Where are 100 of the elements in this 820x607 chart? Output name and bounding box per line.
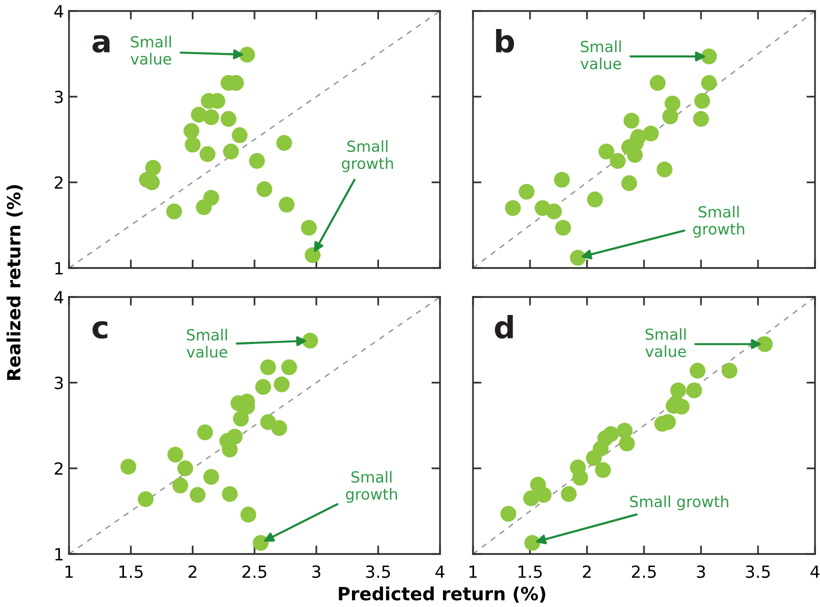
point bbox=[694, 93, 710, 109]
point bbox=[523, 490, 540, 506]
point bbox=[610, 153, 626, 169]
annotation: Small growth bbox=[346, 470, 397, 503]
x-tick-label: 2 bbox=[582, 565, 591, 578]
point bbox=[756, 336, 773, 352]
point bbox=[642, 126, 659, 142]
point bbox=[686, 382, 702, 398]
point bbox=[120, 458, 136, 475]
point bbox=[232, 127, 248, 144]
point bbox=[197, 424, 213, 440]
chart-title: d bbox=[494, 314, 513, 339]
point bbox=[500, 506, 516, 522]
point bbox=[200, 146, 216, 162]
annotation: Small value bbox=[186, 328, 228, 358]
point bbox=[172, 478, 188, 494]
point bbox=[560, 486, 577, 502]
point bbox=[177, 460, 194, 476]
point bbox=[281, 359, 298, 376]
x-tick-label: 3 bbox=[696, 565, 705, 578]
y-tick-label: 4 bbox=[54, 5, 64, 18]
y-tick-label: 2 bbox=[54, 176, 62, 189]
point bbox=[656, 162, 672, 178]
point bbox=[184, 123, 200, 139]
point bbox=[546, 204, 562, 220]
point bbox=[223, 144, 239, 160]
point bbox=[690, 362, 706, 379]
point bbox=[304, 247, 321, 264]
point bbox=[252, 534, 269, 551]
point bbox=[572, 470, 588, 486]
point bbox=[278, 196, 295, 213]
point bbox=[701, 75, 717, 91]
point bbox=[240, 506, 256, 523]
y-tick-label: 1 bbox=[55, 548, 63, 560]
point bbox=[555, 220, 571, 236]
y-tick-label: 4 bbox=[54, 291, 64, 304]
point bbox=[621, 175, 638, 192]
x-tick-label: 1 bbox=[66, 566, 73, 578]
point bbox=[302, 332, 318, 349]
x-tick-label: 3.5 bbox=[746, 565, 770, 578]
annotation: Small value bbox=[580, 40, 622, 70]
point bbox=[167, 446, 184, 463]
point bbox=[624, 112, 640, 129]
point bbox=[222, 486, 238, 502]
annotation: Small value bbox=[645, 328, 686, 358]
point bbox=[693, 111, 709, 127]
y-tick-label: 2 bbox=[54, 462, 62, 475]
point bbox=[166, 204, 182, 220]
point bbox=[650, 75, 666, 91]
point bbox=[524, 534, 540, 551]
x-tick-label: 4 bbox=[810, 566, 820, 578]
point bbox=[256, 181, 272, 198]
point bbox=[138, 491, 154, 508]
annotation: Small growth bbox=[342, 140, 393, 172]
point bbox=[203, 109, 220, 126]
point bbox=[220, 111, 236, 127]
point bbox=[554, 172, 570, 188]
point bbox=[570, 250, 586, 266]
point bbox=[276, 135, 292, 151]
x-tick-label: 1 bbox=[470, 566, 477, 578]
x-tick-label: 3.5 bbox=[366, 565, 390, 578]
x-tick-label: 3 bbox=[312, 565, 320, 578]
point bbox=[670, 382, 686, 398]
y-tick-label: 3 bbox=[54, 376, 63, 390]
point bbox=[190, 486, 206, 503]
point bbox=[664, 96, 680, 112]
annotation: Small growth bbox=[693, 206, 744, 238]
point bbox=[722, 362, 738, 379]
x-tick-label: 2 bbox=[188, 565, 196, 578]
y-tick-label: 3 bbox=[54, 90, 63, 104]
annotation: Small value bbox=[130, 36, 172, 65]
point bbox=[260, 359, 276, 376]
annotation: Small growth bbox=[630, 495, 728, 510]
point bbox=[255, 379, 272, 395]
x-tick-label: 4 bbox=[436, 566, 444, 578]
point bbox=[145, 160, 162, 176]
x-axis-title: Predicted return (%) bbox=[338, 586, 546, 603]
chart-title: b bbox=[496, 28, 514, 53]
point bbox=[587, 192, 603, 208]
point bbox=[595, 462, 611, 478]
point bbox=[239, 46, 255, 63]
point bbox=[274, 376, 290, 392]
point bbox=[662, 108, 678, 124]
point bbox=[203, 468, 220, 485]
point bbox=[232, 410, 249, 427]
point bbox=[598, 144, 614, 160]
y-tick-label: 1 bbox=[55, 262, 63, 274]
point bbox=[300, 220, 317, 236]
point bbox=[618, 436, 635, 452]
x-tick-label: 2.5 bbox=[242, 565, 266, 578]
point bbox=[196, 199, 212, 216]
x-tick-label: 1.5 bbox=[119, 566, 143, 578]
point bbox=[184, 136, 201, 153]
point bbox=[701, 48, 717, 64]
point bbox=[504, 200, 521, 216]
point bbox=[518, 184, 534, 200]
point bbox=[271, 420, 288, 436]
point bbox=[249, 153, 265, 169]
y-axis-title: Realized return (%) bbox=[6, 185, 23, 380]
x-tick-label: 1.5 bbox=[518, 566, 542, 578]
